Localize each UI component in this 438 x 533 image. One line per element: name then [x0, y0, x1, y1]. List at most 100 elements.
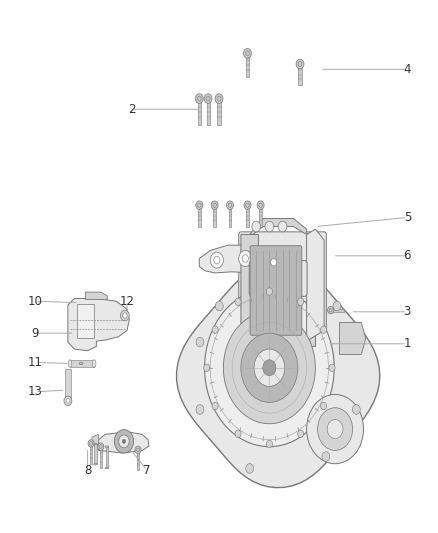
Circle shape — [254, 349, 285, 386]
Text: 3: 3 — [404, 305, 411, 318]
Polygon shape — [199, 245, 300, 274]
Circle shape — [263, 360, 276, 376]
Bar — [259, 205, 262, 227]
Text: 10: 10 — [28, 295, 42, 308]
Bar — [207, 99, 209, 125]
Circle shape — [226, 201, 233, 209]
Circle shape — [223, 312, 315, 424]
Circle shape — [328, 306, 334, 314]
Ellipse shape — [94, 463, 97, 465]
Circle shape — [307, 394, 364, 464]
Bar — [246, 53, 249, 77]
Circle shape — [204, 364, 210, 372]
Circle shape — [66, 399, 70, 403]
Circle shape — [212, 326, 218, 334]
Ellipse shape — [94, 443, 97, 445]
Circle shape — [123, 313, 127, 318]
Text: 4: 4 — [403, 63, 411, 76]
Circle shape — [64, 396, 72, 406]
Circle shape — [235, 298, 241, 305]
Circle shape — [215, 301, 223, 311]
Polygon shape — [177, 264, 380, 488]
Circle shape — [321, 402, 327, 410]
Circle shape — [244, 201, 251, 209]
Polygon shape — [68, 298, 129, 351]
Polygon shape — [85, 292, 107, 300]
Circle shape — [242, 255, 248, 262]
Text: 2: 2 — [127, 103, 135, 116]
Circle shape — [333, 301, 341, 311]
Bar — [198, 99, 201, 125]
Circle shape — [195, 94, 203, 103]
Bar — [299, 64, 302, 85]
Circle shape — [204, 94, 212, 103]
Bar — [70, 360, 94, 367]
Ellipse shape — [79, 362, 83, 365]
Bar — [137, 450, 139, 470]
Bar — [100, 447, 102, 468]
Circle shape — [215, 94, 223, 103]
Ellipse shape — [79, 362, 83, 365]
Circle shape — [267, 254, 280, 270]
Circle shape — [214, 256, 220, 264]
Circle shape — [244, 49, 251, 58]
Ellipse shape — [105, 446, 109, 448]
Circle shape — [318, 408, 353, 450]
Polygon shape — [339, 322, 366, 354]
Ellipse shape — [105, 467, 109, 469]
Circle shape — [196, 405, 204, 414]
Circle shape — [278, 221, 287, 232]
Bar — [90, 443, 92, 464]
Circle shape — [196, 201, 203, 209]
Circle shape — [353, 405, 360, 414]
Circle shape — [298, 430, 304, 438]
Circle shape — [122, 439, 126, 443]
Circle shape — [329, 364, 335, 372]
Circle shape — [135, 446, 141, 454]
Circle shape — [120, 310, 129, 321]
Circle shape — [271, 259, 277, 266]
Circle shape — [114, 430, 134, 453]
Bar — [94, 444, 97, 464]
Circle shape — [266, 440, 272, 448]
Text: 11: 11 — [28, 356, 42, 369]
Circle shape — [239, 251, 252, 266]
Circle shape — [196, 337, 204, 347]
Text: 1: 1 — [403, 337, 411, 350]
Bar — [331, 309, 344, 311]
Circle shape — [246, 464, 254, 473]
Circle shape — [211, 201, 218, 209]
Polygon shape — [92, 434, 99, 447]
Polygon shape — [99, 432, 149, 453]
Polygon shape — [243, 336, 315, 346]
Polygon shape — [77, 304, 94, 338]
Circle shape — [296, 59, 304, 69]
FancyBboxPatch shape — [239, 232, 326, 349]
Circle shape — [98, 443, 104, 450]
FancyBboxPatch shape — [249, 261, 307, 296]
Bar — [198, 205, 201, 227]
Bar — [213, 205, 216, 227]
Circle shape — [327, 419, 343, 439]
Bar — [229, 205, 231, 227]
Bar — [106, 447, 108, 468]
Polygon shape — [250, 219, 307, 237]
FancyBboxPatch shape — [250, 246, 302, 335]
Circle shape — [235, 430, 241, 438]
Polygon shape — [241, 235, 258, 346]
Circle shape — [265, 221, 274, 232]
Ellipse shape — [68, 360, 72, 367]
Ellipse shape — [92, 360, 96, 367]
Circle shape — [298, 298, 304, 305]
Text: 12: 12 — [120, 295, 134, 308]
Text: 8: 8 — [84, 464, 91, 477]
Text: 13: 13 — [28, 385, 42, 398]
Bar — [246, 205, 249, 227]
Circle shape — [274, 272, 282, 282]
Circle shape — [88, 440, 94, 447]
Text: 6: 6 — [403, 249, 411, 262]
Text: 7: 7 — [143, 464, 151, 477]
Circle shape — [252, 221, 261, 232]
Text: 9: 9 — [31, 327, 39, 340]
Circle shape — [241, 333, 298, 402]
